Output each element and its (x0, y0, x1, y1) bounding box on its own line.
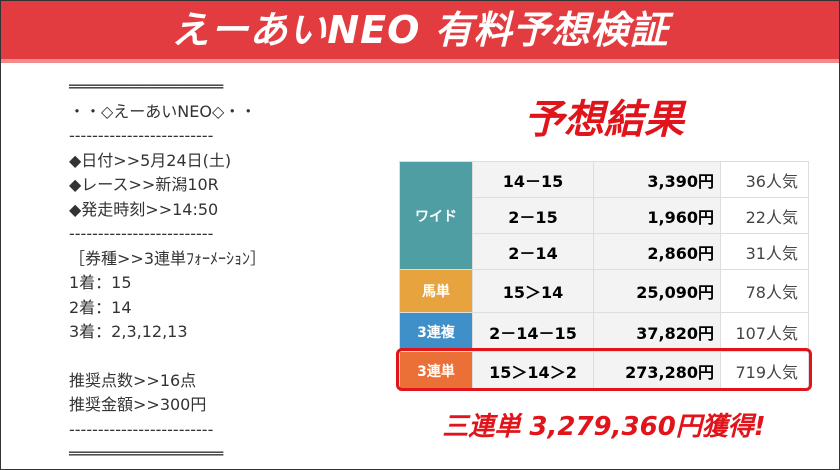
result-table: ワイド 14－15 3,390円 36人気 2－15 1,960円 22人気 2－14 2,86… (399, 161, 809, 391)
combination: 14－15 (472, 161, 594, 198)
combination: 15＞14＞2 (472, 351, 594, 391)
footer-text: 三連単 3,279,360円獲得! (442, 412, 766, 442)
result-row: 3連単 15＞14＞2 273,280円 719人気 (399, 351, 809, 391)
combination: 15＞14 (472, 269, 594, 313)
bet-type: 3連単 (399, 351, 473, 391)
ticket-line: ◆日付>>5月24日(土) (69, 150, 232, 170)
ticket-line: ［券種>>3連単ﾌｫｰﾒｰｼｮﾝ］ (69, 248, 266, 268)
result-row: 2－15 1,960円 22人気 (400, 197, 809, 234)
popularity: 107人気 (720, 312, 809, 352)
ticket-line: ════════════════ (69, 77, 224, 96)
payout: 273,280円 (593, 351, 721, 391)
result-title: 予想結果 (524, 97, 684, 143)
highlight-frame (396, 348, 812, 391)
ticket-line: 1着：15 (69, 273, 132, 292)
ticket-line: ・・◇えーあいNEO◇・・ (69, 101, 257, 121)
header-title: えーあいNEO 有料予想検証 (171, 8, 669, 52)
ticket-line: ------------------------- (69, 419, 214, 439)
header: えーあいNEO 有料予想検証 (1, 1, 839, 63)
ticket-line: ------------------------- (69, 224, 214, 243)
result-row: 馬単 15＞14 25,090円 78人気 (399, 269, 809, 313)
payout: 1,960円 (593, 197, 721, 234)
payout: 2,860円 (593, 233, 721, 270)
popularity: 78人気 (720, 269, 809, 313)
popularity: 36人気 (720, 161, 809, 198)
popularity: 31人気 (720, 233, 809, 270)
combination: 2－14－15 (472, 312, 594, 352)
ticket-line: ------------------------- (69, 126, 214, 145)
ticket-line: ◆レース>>新潟10R (69, 175, 219, 194)
payout: 25,090円 (593, 269, 721, 313)
ticket-line: ════════════════ (69, 444, 224, 463)
bet-type: ワイド (399, 161, 473, 270)
result-row: 3連複 2－14－15 37,820円 107人気 (399, 312, 809, 352)
combination: 2－14 (472, 233, 594, 270)
combination: 2－15 (472, 197, 594, 234)
bet-type: 3連複 (399, 312, 473, 352)
payout: 37,820円 (593, 312, 721, 352)
bet-type: 馬単 (399, 269, 473, 313)
ticket: ════════════════ ・・◇えーあいNEO◇・・ -----------… (69, 75, 266, 467)
ticket-line: 2着：14 (69, 297, 132, 317)
ticket-line: 3着：2,3,12,13 (69, 322, 188, 341)
popularity: 22人気 (720, 197, 809, 234)
popularity: 719人気 (720, 351, 809, 391)
result-row: ワイド 14－15 3,390円 36人気 (399, 161, 809, 270)
payout: 3,390円 (593, 161, 721, 198)
ticket-line: 推奨金額>>300円 (69, 395, 207, 414)
ticket-line: ◆発走時刻>>14:50 (69, 199, 219, 219)
result-row: 2－14 2,860円 31人気 (400, 233, 809, 270)
ticket-line: 推奨点数>>16点 (69, 370, 197, 390)
